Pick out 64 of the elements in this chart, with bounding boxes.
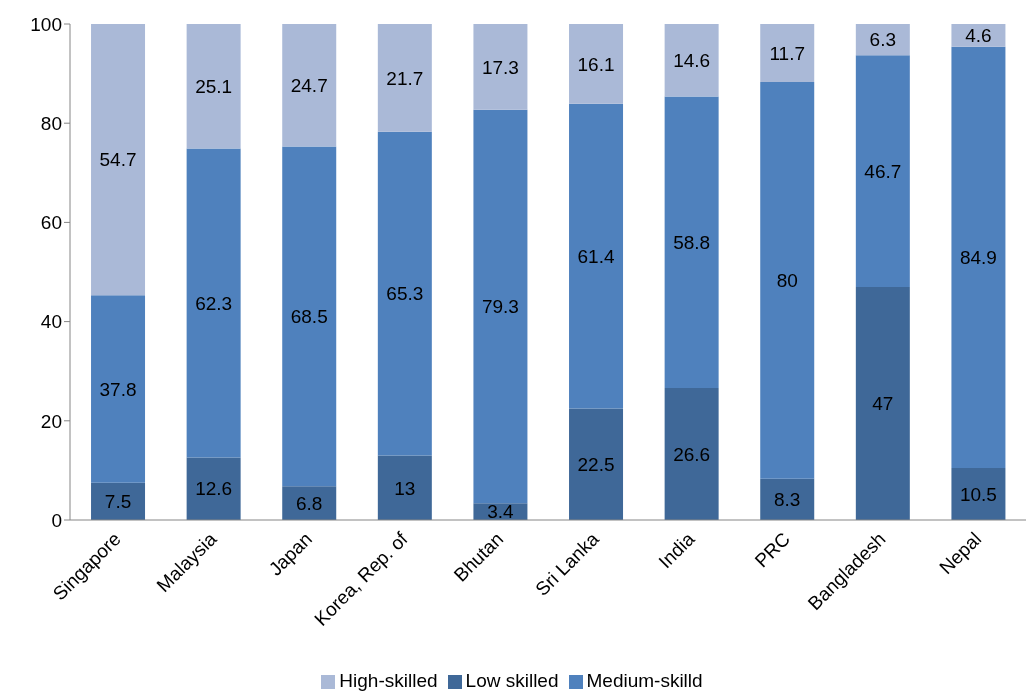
bar: [91, 24, 146, 296]
data-label: 84.9: [959, 247, 997, 269]
bar: [377, 455, 432, 520]
data-label: 8.3: [774, 489, 801, 511]
bar: [664, 96, 719, 389]
y-tick-label: 0: [51, 509, 62, 531]
bar: [664, 388, 719, 520]
bar: [855, 286, 910, 520]
data-label: 58.8: [673, 231, 711, 253]
data-label: 61.4: [577, 245, 615, 267]
bar: [473, 109, 528, 504]
bar: [760, 82, 815, 479]
data-label: 47: [872, 393, 894, 415]
data-label: 11.7: [769, 42, 806, 64]
bar: [569, 103, 624, 409]
bar: [91, 295, 146, 483]
y-tick-label: 60: [40, 212, 62, 234]
bar: [760, 24, 815, 83]
data-label: 22.5: [577, 453, 615, 475]
bar: [569, 408, 624, 520]
legend-label: High-skilled: [339, 670, 438, 691]
bar: [473, 24, 528, 110]
bar: [377, 131, 432, 456]
bar: [282, 24, 337, 147]
data-label: 14.6: [673, 49, 711, 71]
data-label: 12.6: [195, 478, 233, 500]
legend-label: Low skilled: [465, 670, 559, 691]
data-label: 21.7: [386, 67, 424, 89]
y-tick-label: 100: [30, 13, 62, 35]
bar: [855, 55, 910, 287]
data-label: 6.8: [296, 492, 323, 514]
data-label: 68.5: [290, 306, 328, 328]
data-label: 4.6: [965, 25, 992, 47]
data-label: 37.8: [99, 378, 137, 400]
y-tick-label: 20: [40, 410, 62, 432]
data-label: 17.3: [481, 56, 519, 78]
data-label: 80: [776, 270, 798, 292]
data-label: 46.7: [864, 160, 902, 182]
bar: [186, 24, 241, 149]
data-label: 25.1: [195, 75, 233, 97]
data-label: 24.7: [290, 75, 328, 96]
y-tick-label: 80: [40, 112, 62, 134]
bar: [186, 457, 241, 520]
data-label: 79.3: [481, 296, 519, 318]
bar: [664, 24, 719, 97]
data-label: 10.5: [959, 483, 997, 505]
bar: [569, 24, 624, 104]
y-tick-label: 40: [40, 311, 62, 333]
data-label: 54.7: [99, 149, 137, 171]
bar: [951, 467, 1006, 520]
bar: [377, 24, 432, 132]
data-label: 6.3: [869, 29, 897, 51]
data-label: 26.6: [673, 443, 711, 465]
data-label: 62.3: [195, 292, 233, 314]
bar: [282, 146, 337, 487]
bar: [186, 148, 241, 458]
data-label: 13: [394, 477, 416, 499]
legend-label: Medium-skilld: [586, 670, 703, 691]
bar: [91, 482, 146, 520]
bar: [951, 46, 1006, 468]
data-label: 16.1: [577, 53, 615, 75]
data-label: 7.5: [104, 491, 132, 513]
data-label: 3.4: [487, 501, 515, 523]
data-label: 65.3: [386, 283, 424, 305]
